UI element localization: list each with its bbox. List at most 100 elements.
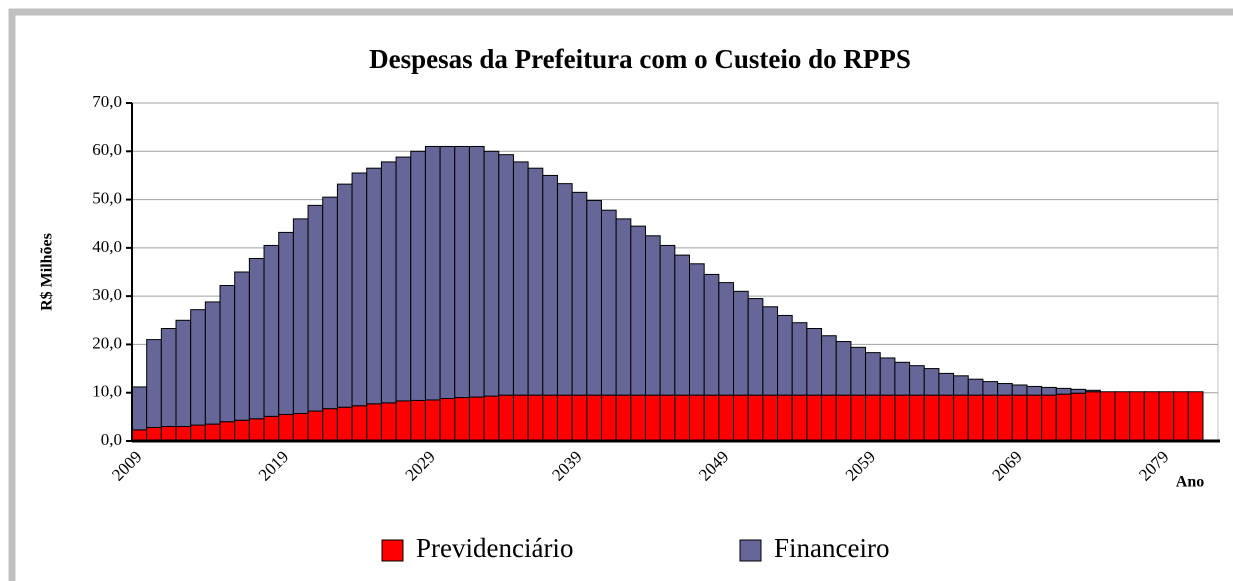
bar-segment [938,394,955,442]
bar-segment [1143,391,1160,442]
bar-segment [615,394,632,442]
bar-segment [615,218,632,396]
bar-segment [512,394,529,442]
bar-segment [762,306,779,396]
bar-segment [718,282,735,396]
bar-segment [542,174,558,396]
bar-segment [292,412,309,442]
y-tick-label: 70,0 [92,92,122,111]
bar-segment [659,394,676,442]
bar-segment [439,145,456,400]
x-tick-label: 2019 [255,447,292,484]
bar-segment [835,394,852,442]
bar-segment [1158,391,1175,442]
bar-segment [909,394,925,442]
bar-segment [1187,391,1204,442]
bar-segment [747,298,764,396]
bar-segment [1099,391,1116,442]
x-tick-label: 2059 [842,447,879,484]
bar-segment [1041,386,1057,396]
x-tick-label: 2009 [108,447,145,484]
bar-segment [967,394,984,442]
bar-segment [175,426,192,442]
bar-segment [263,415,280,442]
bar-segment [468,396,485,442]
bar-segment [1129,391,1145,442]
bar-segment [630,225,646,396]
bar-segment [909,365,925,396]
bar-segment [175,319,192,428]
bar-segment [190,309,206,426]
bar-segment [380,402,397,442]
bar-segment [1055,387,1072,395]
bar-segment [733,394,749,442]
bar-segment [953,375,969,396]
bar-segment [718,394,735,442]
bar-segment [777,314,793,396]
bar-segment [571,394,588,442]
bar-segment [1026,394,1043,442]
bar-segment [850,394,867,442]
x-tick-label: 2069 [988,447,1025,484]
bar-segment [278,413,294,442]
y-tick-label: 60,0 [92,140,122,159]
bar-segment [821,394,837,442]
x-tick-label: 2039 [548,447,585,484]
bar-segment [850,346,867,396]
bar-segment [586,200,602,396]
bar-segment [733,290,749,396]
bar-segment [248,257,265,420]
bar-segment [160,327,177,428]
bar-segment [278,231,294,415]
bar-segment [586,394,602,442]
bar-segment [689,263,705,396]
bar-segment [512,161,529,396]
bar-segment [395,400,412,442]
bar-segment [821,335,837,396]
bar-segment [791,394,808,442]
bar-segment [762,394,779,442]
bar-segment [1070,392,1087,442]
bar-segment [234,271,250,421]
bar-segment [351,172,368,407]
bar-segment [322,408,338,442]
bar-segment [219,421,236,442]
bar-segment [498,394,514,442]
frame [8,8,1233,581]
y-axis-label: R$ Milhões [39,233,56,311]
bar-segment [160,426,177,442]
bar-segment [131,429,148,442]
bar-segment [351,405,368,442]
bar-segment [835,341,852,396]
chart-title: Despesas da Prefeitura com o Custeio do … [369,44,911,74]
y-tick-label: 10,0 [92,382,122,401]
bar-segment [600,209,617,396]
bar-segment [644,235,661,396]
y-tick-label: 40,0 [92,237,122,256]
bar-segment [292,218,309,414]
bar-segment [204,423,221,442]
bar-segment [571,191,588,396]
bar-segment [248,418,265,442]
bar-segment [747,394,764,442]
bar-segment [644,394,661,442]
bar-segment [1041,394,1057,442]
bar-segment [1173,391,1189,442]
legend-swatch [739,539,762,562]
bar-segment [131,386,148,431]
bar-segment [659,244,676,396]
legend-label: Financeiro [774,533,889,563]
bar-segment [307,410,324,442]
bar-segment [366,167,382,405]
x-axis-label: Ano [1176,474,1204,491]
bar-segment [703,273,720,396]
bar-segment [689,394,705,442]
bar-segment [997,383,1013,396]
bar-segment [542,394,558,442]
bar-segment [424,399,441,442]
bar-segment [307,204,324,412]
bar-segment [674,394,691,442]
bar-segment [806,327,823,396]
bar-segment [263,244,280,417]
